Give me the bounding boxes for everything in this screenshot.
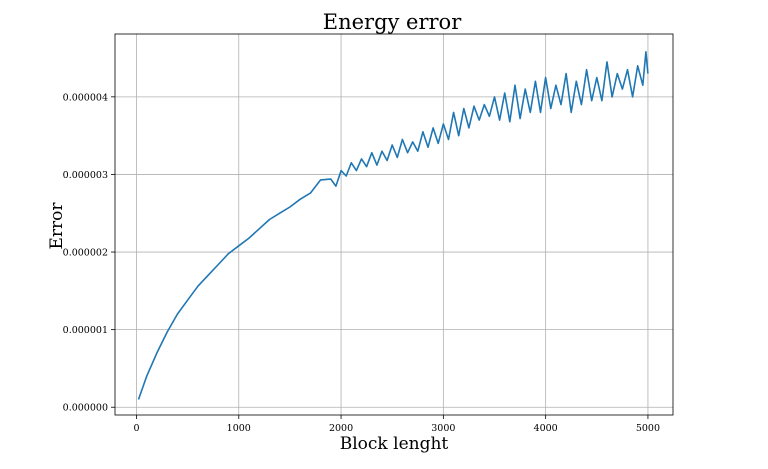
y-tick-label: 0.000004 <box>63 92 108 103</box>
x-axis-label: Block lenght <box>340 434 449 454</box>
chart-title: Energy error <box>323 10 462 34</box>
y-tick-label: 0.000003 <box>63 170 108 181</box>
x-tick-label: 2000 <box>329 423 353 434</box>
x-tick-label: 4000 <box>534 423 558 434</box>
grid-lines <box>115 34 673 415</box>
y-tick-label: 0.000000 <box>63 403 108 414</box>
y-tick-label: 0.000001 <box>63 325 108 336</box>
y-axis-label: Error <box>47 202 67 250</box>
x-tick-label: 5000 <box>636 423 660 434</box>
series-line <box>137 51 649 400</box>
axis-ticks: 0 1000 2000 3000 4000 5000 0.000000 0.000001 0.0… <box>63 92 660 434</box>
x-tick-label: 3000 <box>431 423 455 434</box>
series-layer <box>137 51 649 400</box>
plot-frame <box>114 33 674 416</box>
x-tick-label: 1000 <box>227 423 251 434</box>
x-tick-label: 0 <box>133 423 139 434</box>
y-tick-label: 0.000002 <box>63 248 108 259</box>
